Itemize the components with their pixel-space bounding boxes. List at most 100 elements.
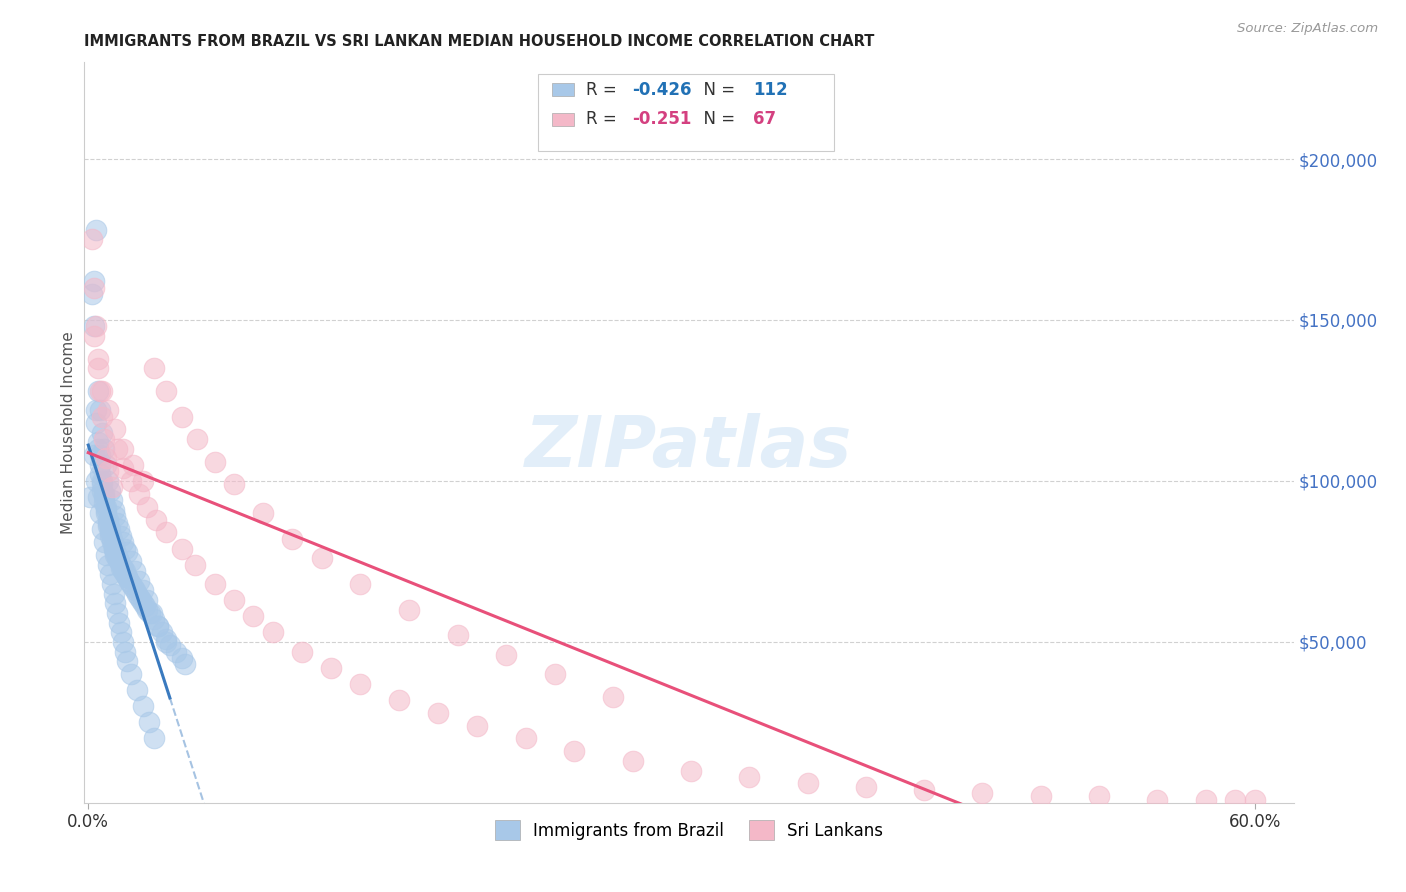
Point — [515, 731, 537, 746]
Point — [114, 567, 136, 582]
Point — [796, 776, 818, 790]
Point — [89, 403, 111, 417]
Point — [82, 287, 104, 301]
Point — [110, 528, 132, 542]
Point — [98, 528, 121, 542]
Point — [114, 564, 136, 578]
Point — [131, 583, 153, 598]
Point — [84, 403, 107, 417]
Text: R =: R = — [586, 111, 623, 128]
Point — [134, 599, 156, 614]
Point — [155, 632, 177, 646]
Point — [122, 458, 145, 472]
Point — [83, 274, 105, 288]
Point — [97, 512, 120, 526]
Point — [100, 532, 122, 546]
Point — [465, 718, 488, 732]
Point — [148, 619, 170, 633]
Point — [138, 715, 160, 730]
Point — [90, 477, 112, 491]
Point — [93, 487, 115, 501]
Point — [89, 448, 111, 462]
Point — [103, 541, 125, 556]
Point — [495, 648, 517, 662]
Point — [103, 586, 125, 600]
Point — [222, 477, 245, 491]
Point — [120, 474, 142, 488]
Point — [174, 657, 197, 672]
Point — [120, 554, 142, 568]
Point — [107, 606, 129, 620]
Point — [89, 384, 111, 398]
Point — [104, 509, 127, 524]
Point — [89, 458, 111, 472]
Point — [155, 635, 177, 649]
Point — [128, 590, 150, 604]
Point — [115, 545, 138, 559]
Point — [90, 384, 112, 398]
Point — [204, 454, 226, 468]
Text: N =: N = — [693, 111, 740, 128]
Point — [83, 448, 105, 462]
Text: 67: 67 — [754, 111, 776, 128]
Point — [82, 232, 104, 246]
Point — [93, 535, 115, 549]
Point — [104, 422, 127, 436]
Point — [124, 583, 146, 598]
Point — [115, 570, 138, 584]
Point — [972, 786, 994, 800]
Point — [1243, 792, 1265, 806]
Point — [112, 561, 135, 575]
Text: -0.426: -0.426 — [633, 81, 692, 99]
Point — [94, 506, 117, 520]
Point — [118, 574, 141, 588]
Point — [398, 602, 420, 616]
Point — [679, 764, 702, 778]
Point — [242, 609, 264, 624]
Point — [1195, 792, 1218, 806]
Point — [94, 458, 117, 472]
Point — [155, 525, 177, 540]
Point — [131, 474, 153, 488]
Point — [104, 545, 127, 559]
Point — [170, 651, 193, 665]
Point — [135, 500, 157, 514]
Point — [89, 467, 111, 482]
Point — [97, 516, 120, 530]
Y-axis label: Median Household Income: Median Household Income — [60, 331, 76, 534]
Point — [544, 667, 567, 681]
Point — [124, 564, 146, 578]
Text: Source: ZipAtlas.com: Source: ZipAtlas.com — [1237, 22, 1378, 36]
Point — [252, 506, 274, 520]
Point — [90, 425, 112, 440]
Bar — [553, 112, 574, 126]
Point — [1088, 789, 1111, 804]
Point — [128, 487, 150, 501]
Point — [621, 754, 644, 768]
Point — [110, 558, 132, 572]
Point — [186, 432, 208, 446]
Point — [87, 490, 110, 504]
Point — [602, 690, 624, 704]
Point — [135, 593, 157, 607]
Point — [98, 525, 121, 540]
Point — [108, 522, 131, 536]
Point — [97, 474, 120, 488]
Point — [129, 593, 152, 607]
Point — [94, 500, 117, 514]
Point — [321, 660, 343, 674]
Point — [115, 570, 138, 584]
Point — [110, 625, 132, 640]
Point — [1029, 789, 1052, 804]
Point — [262, 625, 284, 640]
Point — [427, 706, 450, 720]
Point — [108, 554, 131, 568]
Point — [155, 384, 177, 398]
Point — [97, 558, 120, 572]
Point — [222, 593, 245, 607]
Point — [104, 596, 127, 610]
Point — [107, 551, 129, 566]
Point — [83, 329, 105, 343]
Point — [103, 538, 125, 552]
Point — [128, 574, 150, 588]
